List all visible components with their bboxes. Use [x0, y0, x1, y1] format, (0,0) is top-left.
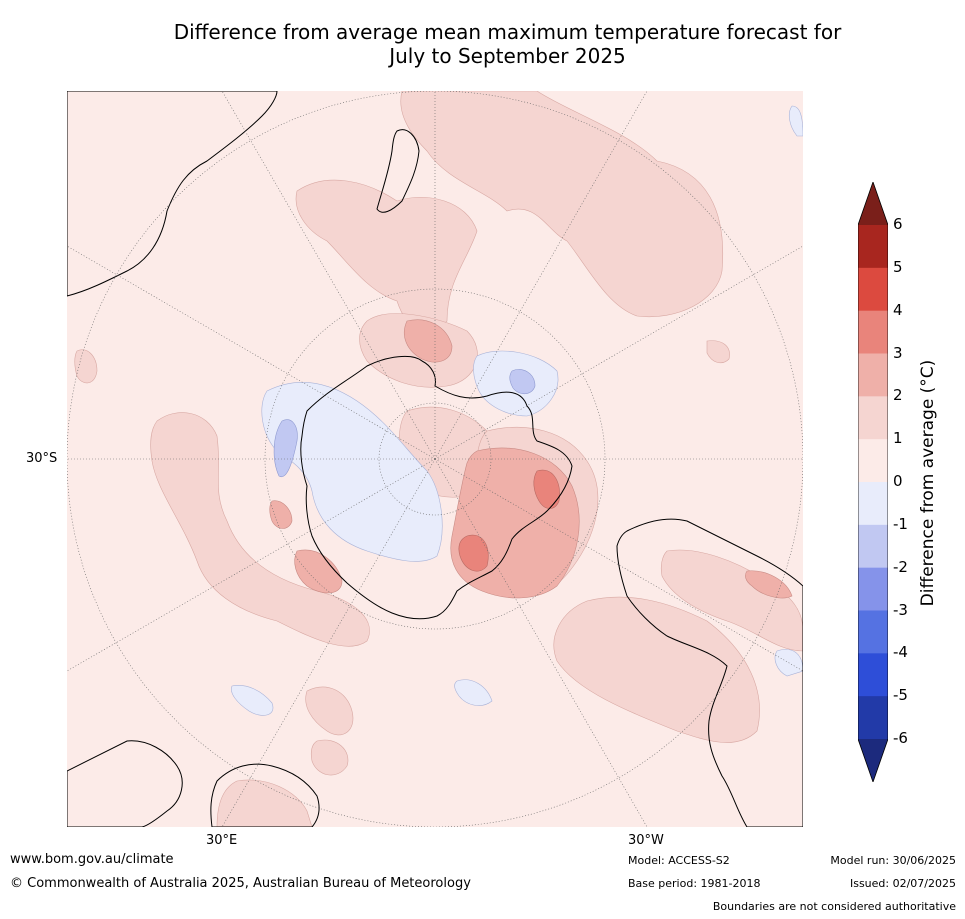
colorbar-tick-label: 6 [893, 215, 903, 233]
colorbar-tick-label: 3 [893, 343, 903, 362]
colorbar-tick-label: 4 [893, 300, 903, 319]
colorbar [858, 182, 888, 782]
colorbar-tick-label: -1 [893, 514, 908, 533]
title-line-2: July to September 2025 [389, 44, 626, 68]
longitude-label-30e: 30°E [206, 833, 238, 848]
colorbar-tick-label: -2 [893, 557, 908, 576]
colorbar-below-neg6 [858, 739, 888, 782]
colorbar-bands [858, 225, 888, 740]
antarctica-coastline [300, 355, 573, 620]
footer-website: www.bom.gov.au/climate [10, 852, 174, 867]
colorbar-band-4_5 [858, 267, 888, 312]
colorbar-band-m6_m5 [858, 696, 888, 740]
colorbar-tick-label: 1 [893, 429, 903, 448]
colorbar-band-3_4 [858, 310, 888, 354]
colorbar-band-5_6 [858, 225, 888, 269]
colorbar-band-m4_m3 [858, 610, 888, 654]
anomaly-3-4-regions [458, 469, 560, 572]
colorbar-above-6 [858, 182, 888, 225]
colorbar-band-2_3 [858, 353, 888, 397]
colorbar-band-m5_m4 [858, 653, 888, 697]
footer-base-period: Base period: 1981-2018 [628, 877, 761, 890]
colorbar-tick-label: -6 [893, 729, 908, 747]
colorbar-tick-label: 2 [893, 386, 903, 405]
title-line-1: Difference from average mean maximum tem… [173, 20, 842, 44]
footer-copyright: © Commonwealth of Australia 2025, Austra… [10, 876, 471, 891]
colorbar-band-m1_0 [858, 482, 888, 526]
colorbar-label: Difference from average (°C) [918, 359, 938, 607]
footer-model-run: Model run: 30/06/2025 [830, 854, 956, 867]
longitude-label-30w: 30°W [628, 833, 664, 848]
colorbar-tick-label: -4 [893, 643, 908, 662]
footer-issued: Issued: 02/07/2025 [849, 877, 956, 890]
colorbar-band-m3_m2 [858, 567, 888, 611]
colorbar-tick-label: 5 [893, 257, 903, 276]
colorbar-band-1_2 [858, 396, 888, 440]
colorbar-band-m2_m1 [858, 524, 888, 569]
new-zealand-coastline [376, 129, 420, 213]
latitude-graticule [67, 91, 803, 827]
colorbar-tick-label: -5 [893, 686, 908, 705]
africa-coastline [67, 740, 183, 827]
colorbar-tick-label: -3 [893, 600, 908, 619]
south-america-coastline [616, 518, 803, 827]
madagascar-region-coastline [210, 763, 320, 827]
colorbar-band-0_1 [858, 439, 888, 483]
longitude-graticule [67, 91, 803, 827]
forecast-map [67, 91, 803, 827]
australia-coastline [67, 91, 278, 297]
footer-disclaimer: Boundaries are not considered authoritat… [712, 900, 956, 913]
colorbar-tick-label: 0 [893, 472, 903, 490]
footer-model: Model: ACCESS-S2 [628, 854, 730, 867]
chart-title: Difference from average mean maximum tem… [60, 20, 955, 68]
anomaly-neg2-neg1-regions [273, 369, 536, 478]
latitude-label-30s: 30°S [26, 451, 58, 466]
